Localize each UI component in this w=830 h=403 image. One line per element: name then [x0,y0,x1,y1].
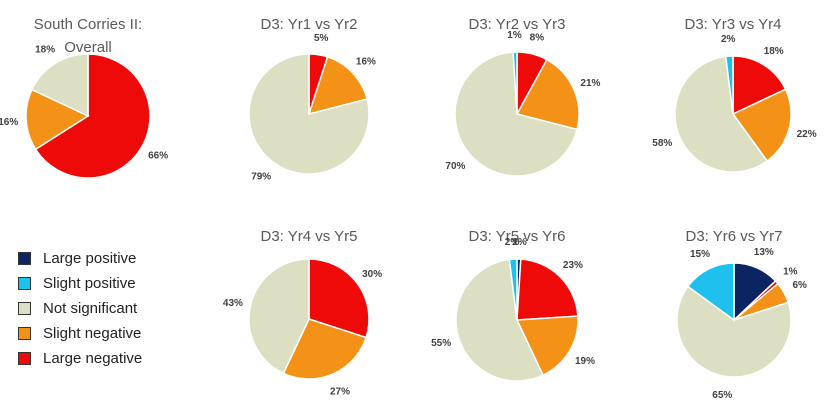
pie-slice-slight-negative [515,58,580,131]
data-label: 16% [0,117,18,128]
chart-title: D3: Yr2 vs Yr3 [469,16,566,33]
legend-label: Large positive [43,250,137,267]
pie-slice-not-significant [674,55,769,173]
pie-chart-4: D3: Yr3 vs Yr4 18% 22% 58% 2% [652,16,817,173]
pie-slice-slight-negative [731,88,792,162]
data-label: 18% [35,45,55,56]
data-label: 19% [575,356,595,367]
data-label: 1% [512,237,527,248]
data-label: 65% [712,390,732,401]
chart-title: D3: Yr3 vs Yr4 [685,16,782,33]
data-label: 5% [314,33,329,44]
pie-slice-slight-negative [307,55,369,116]
pie-slice-not-significant [248,258,310,375]
legend-swatch [18,252,31,265]
pie-slice-slight-positive [512,51,518,115]
data-label: 27% [330,387,350,398]
chart-title: D3: Yr5 vs Yr6 [469,228,566,245]
pie-slice-slight-negative [515,315,579,377]
data-label: 58% [652,138,672,149]
data-label: 6% [792,280,807,291]
legend-swatch [18,352,31,365]
data-label: 8% [530,33,545,44]
chart-title: D3: Yr4 vs Yr5 [261,228,358,245]
data-label: 1% [783,266,798,277]
pie-slice-large-negative [732,55,787,116]
chart-title: South Corries II: [34,16,142,33]
data-label: 30% [362,269,382,280]
pie-slice-not-significant [248,53,370,175]
data-label: 16% [356,57,376,68]
pie-slice-not-significant [454,51,578,177]
data-label: 23% [563,260,583,271]
pie-slice-not-significant [676,285,792,378]
data-label: 55% [431,338,451,349]
pie-slice-large-negative [308,258,370,339]
legend-label: Large negative [43,350,143,367]
data-label: 18% [764,46,784,57]
pie-chart-7: D3: Yr6 vs Yr7 13% 1% 6% 65% 15% [676,228,807,401]
data-label: 2% [505,237,520,248]
legend-item-large-negative: Large negative [18,346,142,371]
pie-slice-not-significant [30,53,89,118]
data-label: 43% [223,298,243,309]
data-label: 66% [148,151,168,162]
pie-slice-slight-negative [25,88,90,151]
data-label: 70% [445,161,465,172]
data-label: 22% [797,129,817,140]
pie-chart-1: South Corries II: Overall 66% 16% 18% [0,16,168,179]
legend-swatch [18,277,31,290]
legend-swatch [18,327,31,340]
legend-item-not-significant: Not significant [18,296,142,321]
data-label: 79% [251,172,271,183]
data-label: 2% [721,34,736,45]
pie-slice-slight-positive [508,258,518,321]
legend-label: Not significant [43,300,138,317]
data-label: 21% [580,78,600,89]
chart-title: D3: Yr6 vs Yr7 [686,228,783,245]
legend-item-slight-negative: Slight negative [18,321,142,346]
legend: Large positive Slight positive Not signifi… [18,246,142,371]
pie-slice-slight-positive [686,262,735,322]
data-label: 15% [690,249,710,260]
chart-title: D3: Yr1 vs Yr2 [261,16,358,33]
data-label: 13% [754,247,774,258]
pie-slice-not-significant [455,258,544,382]
pie-slice-large-negative [516,258,579,321]
pie-chart-5: D3: Yr4 vs Yr5 30% 27% 43% [223,228,382,398]
legend-item-slight-positive: Slight positive [18,271,142,296]
legend-label: Slight negative [43,325,142,342]
pie-slice-slight-negative [282,318,368,380]
legend-swatch [18,302,31,315]
chart-subtitle: Overall [64,39,112,56]
legend-item-large-positive: Large positive [18,246,142,271]
pie-slice-large-negative [34,53,151,179]
pie-slice-slight-positive [724,55,734,115]
data-label: 1% [507,30,522,41]
legend-label: Slight positive [43,275,136,292]
